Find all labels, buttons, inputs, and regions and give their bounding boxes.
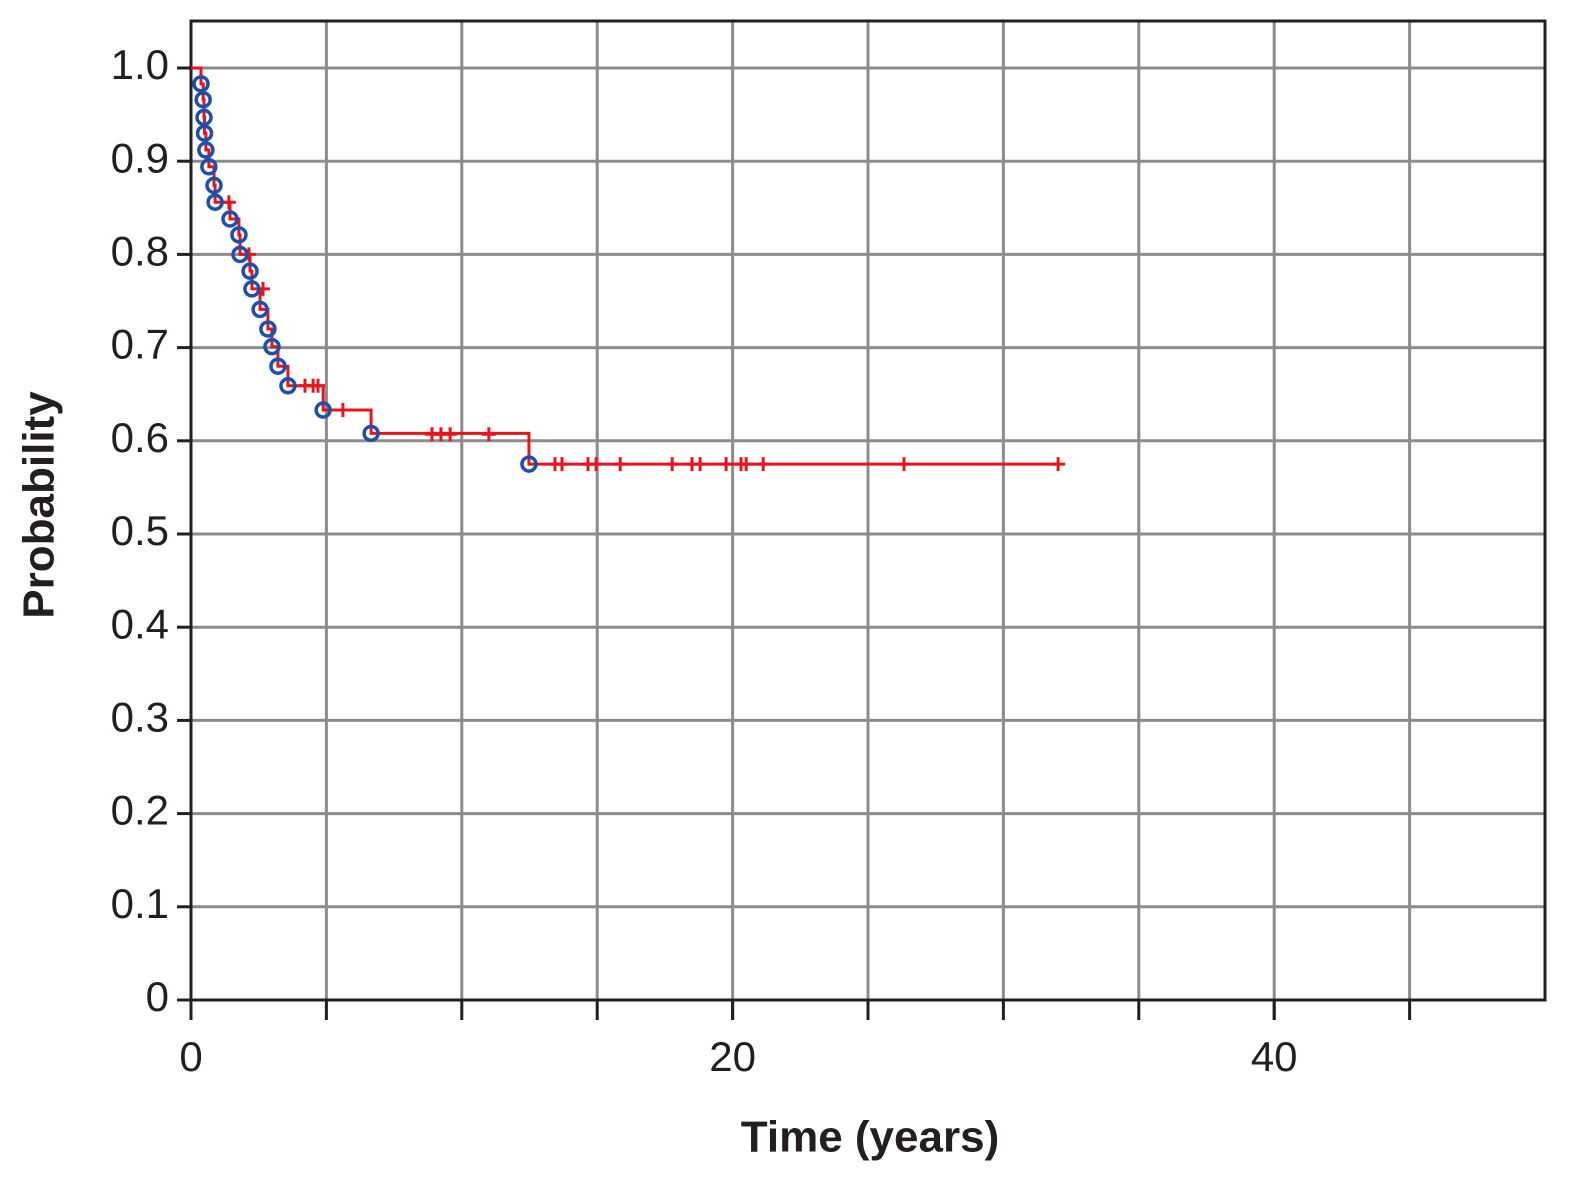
censor-mark — [589, 457, 604, 472]
event-marker — [197, 141, 215, 159]
censor-mark — [443, 427, 458, 442]
y-axis-title: Probability — [15, 391, 64, 619]
event-marker — [206, 193, 224, 211]
event-marker — [243, 280, 261, 298]
y-tick-label: 0.1 — [111, 880, 169, 927]
censor-mark — [665, 457, 680, 472]
event-marker — [263, 337, 281, 356]
y-tick-label: 0.2 — [111, 787, 169, 834]
plot-frame — [189, 19, 1547, 1002]
y-tick-label: 0.6 — [111, 414, 169, 461]
y-tick-label: 0.3 — [111, 693, 169, 740]
y-tick-label: 0 — [146, 973, 169, 1020]
censor-mark — [756, 457, 771, 472]
x-tick-label: 20 — [709, 1033, 756, 1080]
event-marker — [251, 300, 269, 319]
censor-mark — [481, 427, 496, 442]
event-marker — [195, 108, 213, 127]
censor-mark — [739, 457, 754, 472]
y-tick-label: 0.8 — [111, 227, 169, 274]
y-tick-label: 1.0 — [111, 41, 169, 88]
censor-mark — [613, 457, 628, 472]
survival-curve — [191, 66, 1059, 466]
censor-mark — [897, 457, 912, 472]
event-marker — [241, 262, 259, 280]
event-marker — [200, 158, 218, 176]
event-marker — [194, 90, 212, 109]
event-marker — [230, 226, 248, 244]
event-marker — [314, 401, 332, 419]
x-tick-label: 40 — [1251, 1033, 1298, 1080]
event-marker — [231, 245, 249, 264]
censor-mark — [554, 457, 569, 472]
y-tick-label: 0.4 — [111, 600, 169, 647]
y-tick-label: 0.5 — [111, 507, 169, 554]
x-tick-label: 0 — [179, 1033, 202, 1080]
y-tick-label: 0.9 — [111, 134, 169, 181]
event-marker — [520, 455, 538, 473]
event-marker — [221, 210, 239, 228]
event-marker — [269, 357, 287, 375]
event-marker — [362, 424, 380, 443]
censor-mark — [311, 378, 326, 393]
censor-mark — [719, 457, 734, 472]
x-axis-title: Time (years) — [741, 1113, 999, 1162]
censor-mark — [221, 195, 236, 210]
event-marker — [192, 75, 210, 93]
censor-mark — [335, 403, 350, 418]
event-marker — [195, 124, 214, 142]
event-marker — [279, 377, 297, 395]
censor-mark — [1051, 457, 1066, 472]
censor-mark — [693, 457, 708, 472]
y-tick-label: 0.7 — [111, 321, 169, 368]
event-marker — [259, 320, 277, 338]
event-marker — [205, 176, 223, 195]
censor-mark — [241, 247, 256, 262]
